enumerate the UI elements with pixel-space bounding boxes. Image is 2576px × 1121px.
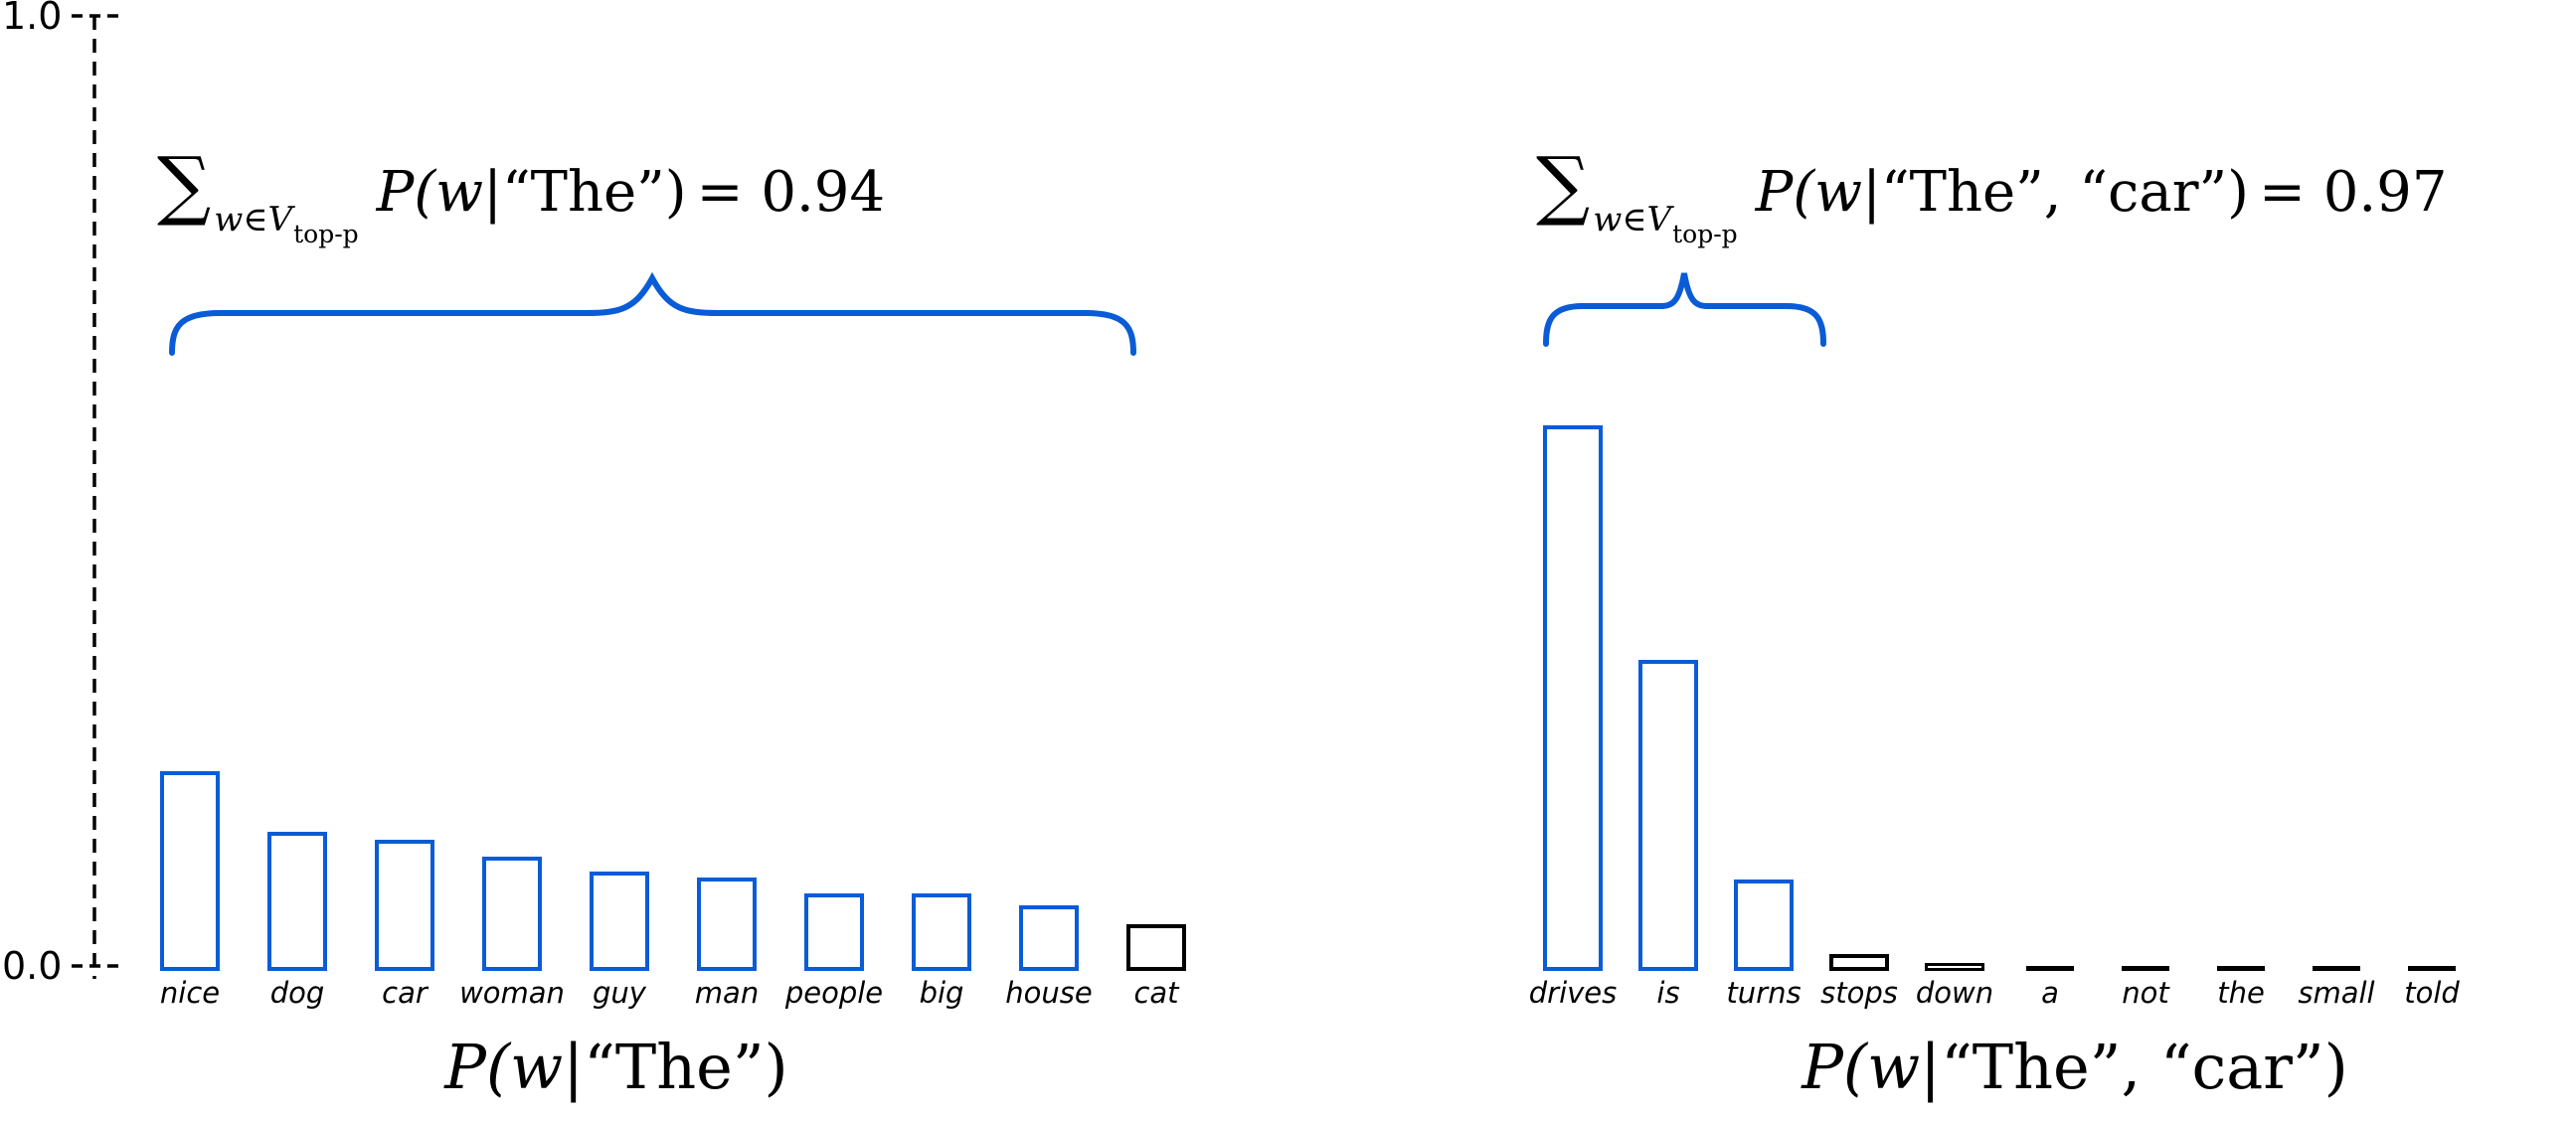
bar-a — [2026, 966, 2074, 971]
bar-dog — [267, 832, 327, 971]
bar-label-told: told — [2404, 976, 2460, 1010]
left-chart-bars: nice dog car woman guy man people big house cat — [160, 771, 1186, 1009]
bar-down — [1925, 963, 1984, 971]
bar-label-car: car — [382, 976, 428, 1010]
bar-stops — [1829, 954, 1889, 971]
sum-result: = 0.97 — [2259, 160, 2448, 225]
bar-label-nice: nice — [159, 976, 221, 1010]
left-nucleus-brace — [169, 271, 1136, 356]
probability-arguments: “The”) — [501, 160, 687, 225]
probability-expression: P(w| — [376, 160, 502, 225]
bar-label-turns: turns — [1726, 976, 1802, 1010]
bar-label-house: house — [1005, 976, 1093, 1010]
bar-slot-man: man — [695, 878, 759, 1009]
bar-slot-a: a — [2020, 966, 2080, 1009]
bar-nice — [160, 771, 220, 971]
bar-slot-cat: cat — [1126, 924, 1186, 1009]
bar-is — [1638, 660, 1698, 971]
sum-symbol: ∑ — [1536, 140, 1591, 229]
bar-slot-stops: stops — [1820, 954, 1898, 1009]
y-axis-label-1: 1.0 — [2, 0, 63, 38]
bar-told — [2408, 966, 2456, 971]
bar-label-stops: stops — [1820, 976, 1898, 1010]
bar-label-is: is — [1656, 976, 1680, 1010]
caption-prefix: P(w| — [1802, 1031, 1942, 1103]
caption-prefix: P(w| — [444, 1031, 585, 1103]
bar-label-woman: woman — [459, 976, 565, 1010]
bar-big — [912, 893, 971, 971]
probability-expression: P(w| — [1755, 160, 1881, 225]
probability-arguments: “The”, “car”) — [1880, 160, 2250, 225]
bar-label-not: not — [2122, 976, 2169, 1010]
bar-slot-big: big — [912, 893, 971, 1009]
bar-label-man: man — [694, 976, 760, 1010]
bar-drives — [1543, 425, 1603, 971]
sum-symbol: ∑ — [157, 140, 212, 229]
bar-label-down: down — [1915, 976, 1994, 1010]
bar-turns — [1734, 880, 1794, 971]
bar-slot-turns: turns — [1726, 880, 1802, 1009]
bar-label-big: big — [919, 976, 964, 1010]
bar-slot-car: car — [375, 840, 434, 1009]
bar-slot-small: small — [2298, 966, 2375, 1009]
right-chart-caption: P(w|“The”, “car”) — [1762, 1031, 2388, 1103]
right-sum-annotation: ∑w∈Vtop-pP(w|“The”, “car”) = 0.97 — [1536, 147, 2448, 247]
sum-subscript-small: top-p — [1672, 220, 1738, 248]
left-chart-caption: P(w|“The”) — [413, 1031, 820, 1103]
y-axis — [72, 14, 119, 979]
bar-slot-guy: guy — [590, 872, 649, 1009]
bar-label-the: the — [2217, 976, 2265, 1010]
bar-label-drives: drives — [1528, 976, 1618, 1010]
bar-people — [804, 893, 864, 971]
right-chart-bars: drives is turns stops down a not the small told — [1529, 425, 2462, 1009]
bar-slot-dog: dog — [267, 832, 327, 1009]
bar-man — [697, 878, 757, 971]
bar-small — [2313, 966, 2360, 971]
bar-slot-not: not — [2116, 966, 2175, 1009]
bar-label-guy: guy — [593, 976, 646, 1010]
bar-house — [1019, 905, 1079, 971]
bar-label-a: a — [2041, 976, 2059, 1010]
bar-label-cat: cat — [1133, 976, 1179, 1010]
bar-cat — [1126, 924, 1186, 971]
sum-subscript: w∈V — [214, 200, 293, 240]
sum-subscript: w∈V — [1593, 200, 1672, 240]
bar-the — [2217, 966, 2265, 971]
bar-slot-is: is — [1638, 660, 1698, 1009]
bar-slot-people: people — [785, 893, 883, 1009]
caption-arguments: “The”, “car”) — [1941, 1031, 2348, 1103]
bar-woman — [482, 857, 542, 971]
bar-slot-house: house — [1005, 905, 1093, 1009]
left-sum-annotation: ∑w∈Vtop-pP(w|“The”) = 0.94 — [157, 147, 886, 247]
sum-result: = 0.94 — [696, 160, 886, 225]
bar-slot-drives: drives — [1529, 425, 1617, 1009]
right-nucleus-brace — [1543, 272, 1826, 347]
bar-label-small: small — [2298, 976, 2375, 1010]
sum-subscript-small: top-p — [293, 220, 359, 248]
bar-slot-nice: nice — [160, 771, 220, 1009]
bar-slot-down: down — [1916, 963, 1993, 1009]
bar-label-dog: dog — [269, 976, 325, 1010]
bar-label-people: people — [784, 976, 884, 1010]
bar-car — [375, 840, 434, 971]
bar-guy — [590, 872, 649, 971]
bar-not — [2122, 966, 2169, 971]
bar-slot-woman: woman — [459, 857, 565, 1009]
y-axis-label-0: 0.0 — [2, 944, 63, 988]
bar-slot-the: the — [2211, 966, 2271, 1009]
bar-slot-told: told — [2402, 966, 2462, 1009]
caption-arguments: “The”) — [584, 1031, 788, 1103]
